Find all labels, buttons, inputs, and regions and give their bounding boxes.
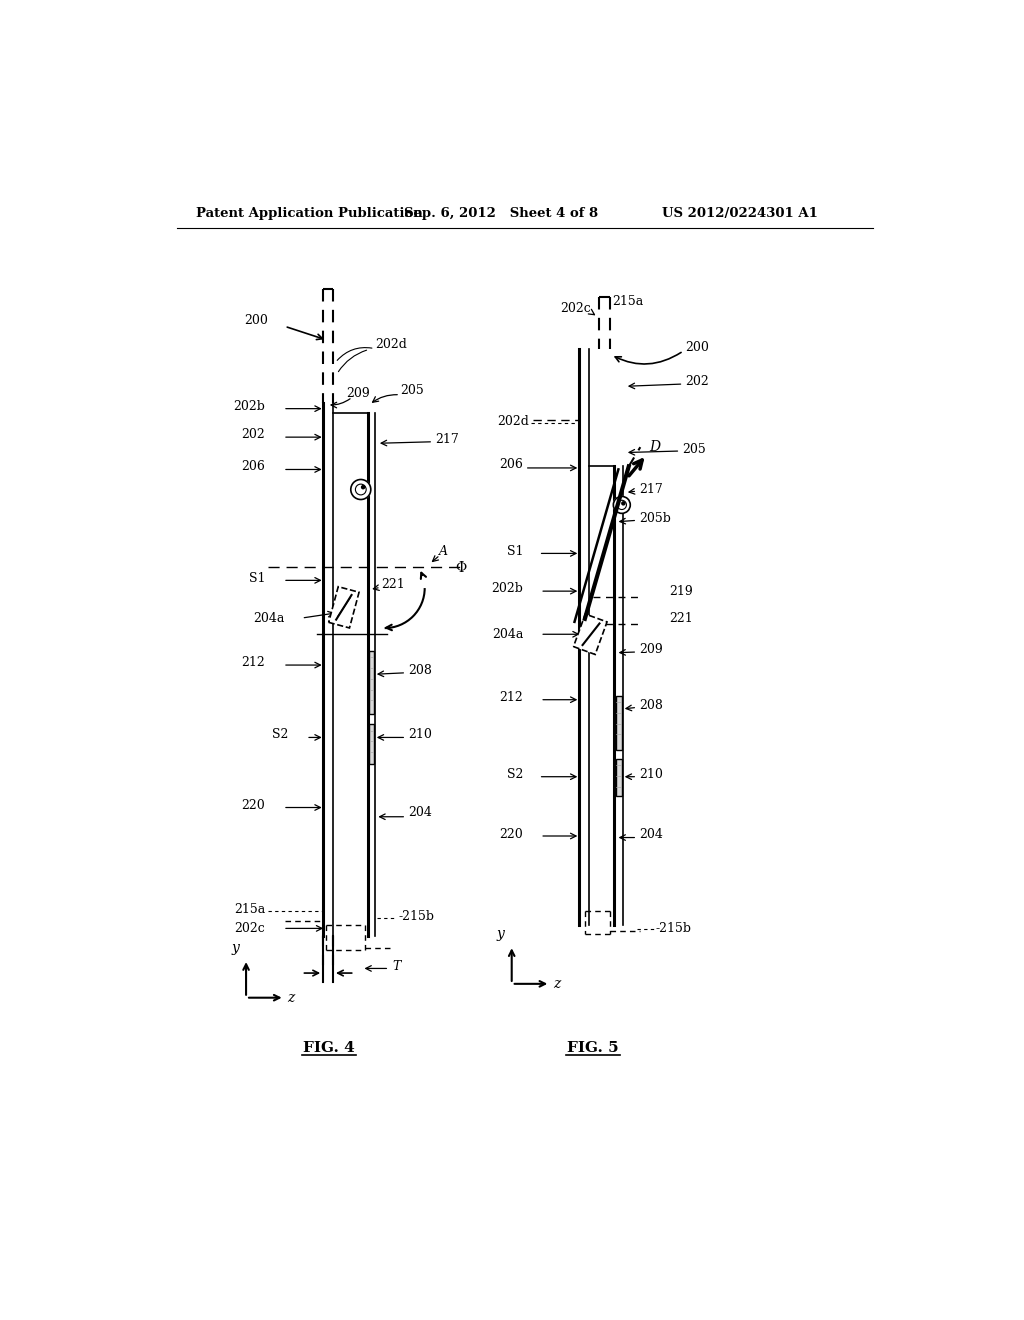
Bar [615, 759, 622, 796]
Text: -215b: -215b [398, 911, 434, 924]
Text: z: z [288, 991, 295, 1005]
Text: 206: 206 [242, 459, 265, 473]
Text: 217: 217 [639, 483, 663, 496]
Text: 215a: 215a [611, 296, 643, 308]
Text: 212: 212 [242, 656, 265, 669]
Text: 208: 208 [408, 664, 432, 677]
Text: S2: S2 [507, 768, 523, 781]
Text: FIG. 4: FIG. 4 [303, 1040, 355, 1055]
Text: 202: 202 [685, 375, 709, 388]
Text: 220: 220 [500, 828, 523, 841]
Text: 204: 204 [639, 828, 663, 841]
Text: 221: 221 [382, 578, 406, 591]
Bar [370, 651, 374, 714]
Text: US 2012/0224301 A1: US 2012/0224301 A1 [662, 207, 818, 220]
Text: y: y [497, 928, 505, 941]
Text: 202b: 202b [233, 400, 265, 413]
Text: 204a: 204a [492, 628, 523, 640]
Text: 212: 212 [500, 690, 523, 704]
Text: 205b: 205b [639, 512, 671, 525]
Text: 215a: 215a [234, 903, 265, 916]
Polygon shape [573, 614, 607, 655]
Text: 200: 200 [685, 341, 709, 354]
Text: Sep. 6, 2012   Sheet 4 of 8: Sep. 6, 2012 Sheet 4 of 8 [403, 207, 598, 220]
Text: 205: 205 [400, 384, 424, 397]
Text: S1: S1 [249, 572, 265, 585]
Text: 210: 210 [639, 768, 663, 781]
Text: 220: 220 [242, 799, 265, 812]
Text: z: z [553, 977, 560, 991]
Text: 202c: 202c [234, 921, 265, 935]
Text: 209: 209 [639, 643, 663, 656]
Text: 209: 209 [346, 387, 370, 400]
Text: 202: 202 [242, 428, 265, 441]
Circle shape [361, 486, 365, 488]
Text: 210: 210 [408, 727, 432, 741]
Text: 204: 204 [408, 807, 432, 820]
Text: 205: 205 [682, 444, 706, 455]
Text: 202c: 202c [560, 302, 591, 315]
Text: 208: 208 [639, 698, 663, 711]
Circle shape [351, 479, 371, 499]
Text: y: y [231, 941, 240, 956]
Text: 206: 206 [500, 458, 523, 471]
Bar [370, 725, 374, 764]
Text: D: D [649, 440, 660, 454]
Text: 204a: 204a [253, 612, 285, 626]
Text: -215b: -215b [655, 921, 691, 935]
Text: S2: S2 [272, 727, 289, 741]
Text: FIG. 5: FIG. 5 [566, 1040, 618, 1055]
Text: 217: 217 [435, 433, 459, 446]
Text: Φ: Φ [456, 561, 467, 576]
Circle shape [613, 496, 631, 513]
Text: 202d: 202d [376, 338, 408, 351]
Circle shape [622, 502, 625, 506]
Text: A: A [438, 545, 447, 557]
Text: S1: S1 [507, 545, 523, 557]
Text: Patent Application Publication: Patent Application Publication [196, 207, 423, 220]
Text: 219: 219 [670, 585, 693, 598]
Text: 221: 221 [670, 612, 693, 626]
Polygon shape [329, 586, 359, 628]
Bar [615, 696, 622, 750]
Text: T: T [392, 961, 400, 973]
Text: 202b: 202b [492, 582, 523, 594]
Text: 200: 200 [244, 314, 267, 326]
Text: 202d: 202d [498, 416, 529, 428]
